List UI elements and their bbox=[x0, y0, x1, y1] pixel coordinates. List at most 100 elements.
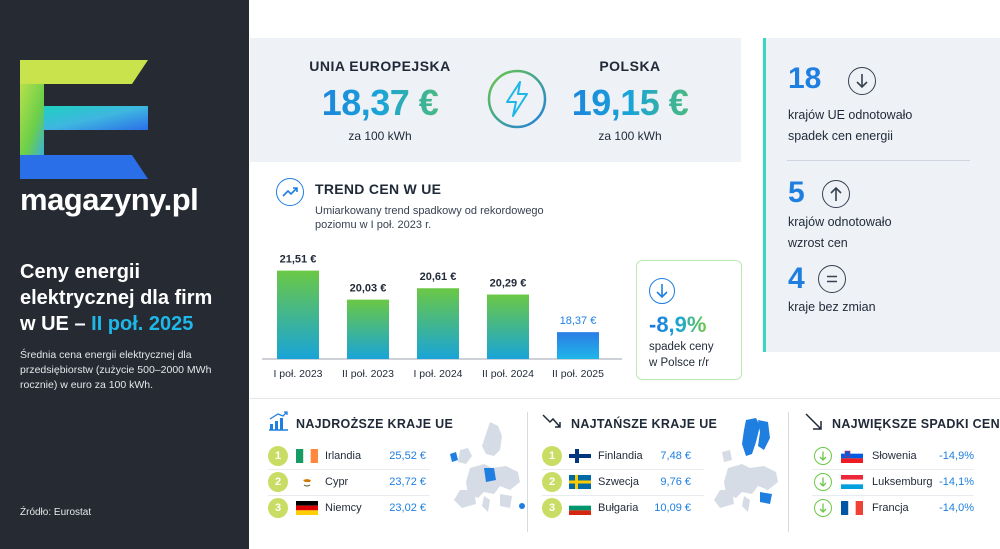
chart-bar bbox=[557, 332, 599, 359]
lightning-bolt-icon bbox=[487, 69, 547, 129]
country-change: -14,9% bbox=[939, 450, 974, 462]
rank-badge: 3 bbox=[268, 498, 288, 518]
europe-map-cheap bbox=[714, 418, 778, 512]
trend-subtitle: Umiarkowany trend spadkowy od rekordoweg… bbox=[315, 205, 544, 231]
country-change: -14,0% bbox=[939, 502, 974, 514]
price-trend-chart: 21,51 € I poł. 2023 20,03 € II poł. 2023 20,… bbox=[262, 254, 622, 380]
title-line-3: w UE – II poł. 2025 bbox=[20, 311, 240, 337]
poland-change-text-2: w Polsce r/r bbox=[649, 357, 710, 369]
decrease-text-2: spadek cen energii bbox=[788, 129, 893, 143]
arrow-down-right-icon bbox=[805, 413, 822, 430]
expensive-title: NAJDROŻSZE KRAJE UE bbox=[296, 417, 454, 431]
country-name: Finlandia bbox=[598, 450, 643, 462]
decrease-text: krajów UE odnotowało spadek cen energii bbox=[788, 105, 978, 147]
country-name: Francja bbox=[872, 502, 909, 514]
equals-icon bbox=[818, 265, 846, 293]
price-comparison-card: UNIA EUROPEJSKA 18,37 € za 100 kWh POLSK… bbox=[250, 38, 741, 162]
description: Średnia cena energii elektrycznej dla pr… bbox=[20, 349, 212, 391]
brand-name: magazyny.pl bbox=[20, 182, 199, 217]
cheap-title: NAJTAŃSZE KRAJE UE bbox=[571, 417, 718, 431]
trend-title: TREND CEN W UE bbox=[315, 181, 442, 197]
increase-text-1: krajów odnotowało bbox=[788, 215, 892, 229]
row-separator bbox=[812, 469, 974, 470]
eu-price: 18,37 € bbox=[280, 82, 480, 124]
country-name: Bułgaria bbox=[598, 502, 639, 514]
same-text: kraje bez zmian bbox=[788, 300, 876, 314]
chart-category-label: I poł. 2024 bbox=[413, 368, 462, 380]
europe-map-expensive bbox=[450, 422, 525, 512]
bar-chart-up-icon bbox=[269, 411, 288, 431]
chart-bar bbox=[487, 294, 529, 359]
source-note: Źródło: Eurostat bbox=[20, 507, 92, 518]
arrow-up-icon bbox=[822, 180, 850, 208]
pl-label: POLSKA bbox=[599, 58, 661, 74]
decrease-count: 18 bbox=[788, 62, 822, 95]
country-change: -14,1% bbox=[939, 476, 974, 488]
stats-divider bbox=[787, 160, 970, 161]
title-highlight: II poł. 2025 bbox=[91, 313, 194, 335]
increase-text-2: wzrost cen bbox=[788, 236, 848, 250]
arrow-down-icon bbox=[814, 447, 832, 465]
row-separator bbox=[812, 495, 974, 496]
chart-bar bbox=[417, 288, 459, 359]
stats-card bbox=[763, 38, 1000, 352]
poland-change-value: -8,9% bbox=[649, 312, 707, 337]
chart-bar bbox=[347, 299, 389, 359]
chart-value-label: 21,51 € bbox=[280, 254, 317, 266]
increase-text: krajów odnotowało wzrost cen bbox=[788, 212, 978, 254]
flag-sweden-icon bbox=[569, 475, 591, 489]
column-divider bbox=[527, 412, 528, 532]
chart-value-label: 20,61 € bbox=[420, 271, 457, 283]
country-value: 25,52 € bbox=[389, 450, 426, 462]
country-value: 7,48 € bbox=[660, 450, 691, 462]
country-name: Luksemburg bbox=[872, 476, 933, 488]
chart-category-label: I poł. 2023 bbox=[273, 368, 322, 380]
country-value: 23,72 € bbox=[389, 476, 426, 488]
decrease-text-1: krajów UE odnotowało bbox=[788, 108, 913, 122]
page-title: Ceny energii elektrycznej dla firm w UE … bbox=[20, 259, 240, 337]
country-value: 9,76 € bbox=[660, 476, 691, 488]
flag-bulgaria-icon bbox=[569, 501, 591, 515]
pl-price: 19,15 € bbox=[530, 82, 730, 124]
logo-e-icon bbox=[20, 60, 148, 179]
same-count: 4 bbox=[788, 262, 805, 295]
flag-france-icon bbox=[841, 501, 863, 515]
country-name: Słowenia bbox=[872, 450, 917, 462]
title-line-3-prefix: w UE – bbox=[20, 313, 92, 335]
arrow-down-icon bbox=[814, 499, 832, 517]
flag-slovenia-icon bbox=[841, 449, 863, 463]
chart-value-label: 18,37 € bbox=[560, 315, 597, 327]
eu-label: UNIA EUROPEJSKA bbox=[309, 58, 451, 74]
chart-category-label: II poł. 2023 bbox=[342, 368, 394, 380]
left-panel: magazyny.pl Ceny energii elektrycznej dl… bbox=[0, 0, 249, 549]
bottom-separator bbox=[250, 398, 1000, 399]
poland-change-text-1: spadek ceny bbox=[649, 341, 714, 353]
country-name: Niemcy bbox=[325, 502, 362, 514]
rank-badge: 1 bbox=[542, 446, 562, 466]
rank-badge: 1 bbox=[268, 446, 288, 466]
increase-count: 5 bbox=[788, 176, 805, 209]
country-value: 10,09 € bbox=[654, 502, 691, 514]
country-value: 23,02 € bbox=[389, 502, 426, 514]
poland-change-text: spadek ceny w Polsce r/r bbox=[649, 339, 714, 371]
row-separator bbox=[268, 469, 430, 470]
pl-unit: za 100 kWh bbox=[598, 129, 662, 143]
chart-category-label: II poł. 2025 bbox=[552, 368, 604, 380]
country-name: Irlandia bbox=[325, 450, 362, 462]
poland-change-card: -8,9% spadek ceny w Polsce r/r bbox=[636, 260, 742, 380]
flag-ireland-icon bbox=[296, 449, 318, 463]
flag-luxembourg-icon bbox=[841, 475, 863, 489]
flag-germany-icon bbox=[296, 501, 318, 515]
trend-up-icon bbox=[276, 178, 304, 206]
rank-badge: 2 bbox=[268, 472, 288, 492]
eu-unit: za 100 kWh bbox=[348, 129, 412, 143]
rank-badge: 2 bbox=[542, 472, 562, 492]
row-separator bbox=[542, 495, 704, 496]
arrow-down-icon bbox=[649, 278, 675, 304]
flag-cyprus-icon bbox=[296, 475, 318, 489]
chart-value-label: 20,03 € bbox=[350, 283, 387, 295]
chart-bar bbox=[277, 270, 319, 359]
chart-category-label: II poł. 2024 bbox=[482, 368, 534, 380]
row-separator bbox=[268, 495, 430, 496]
country-name: Szwecja bbox=[598, 476, 639, 488]
